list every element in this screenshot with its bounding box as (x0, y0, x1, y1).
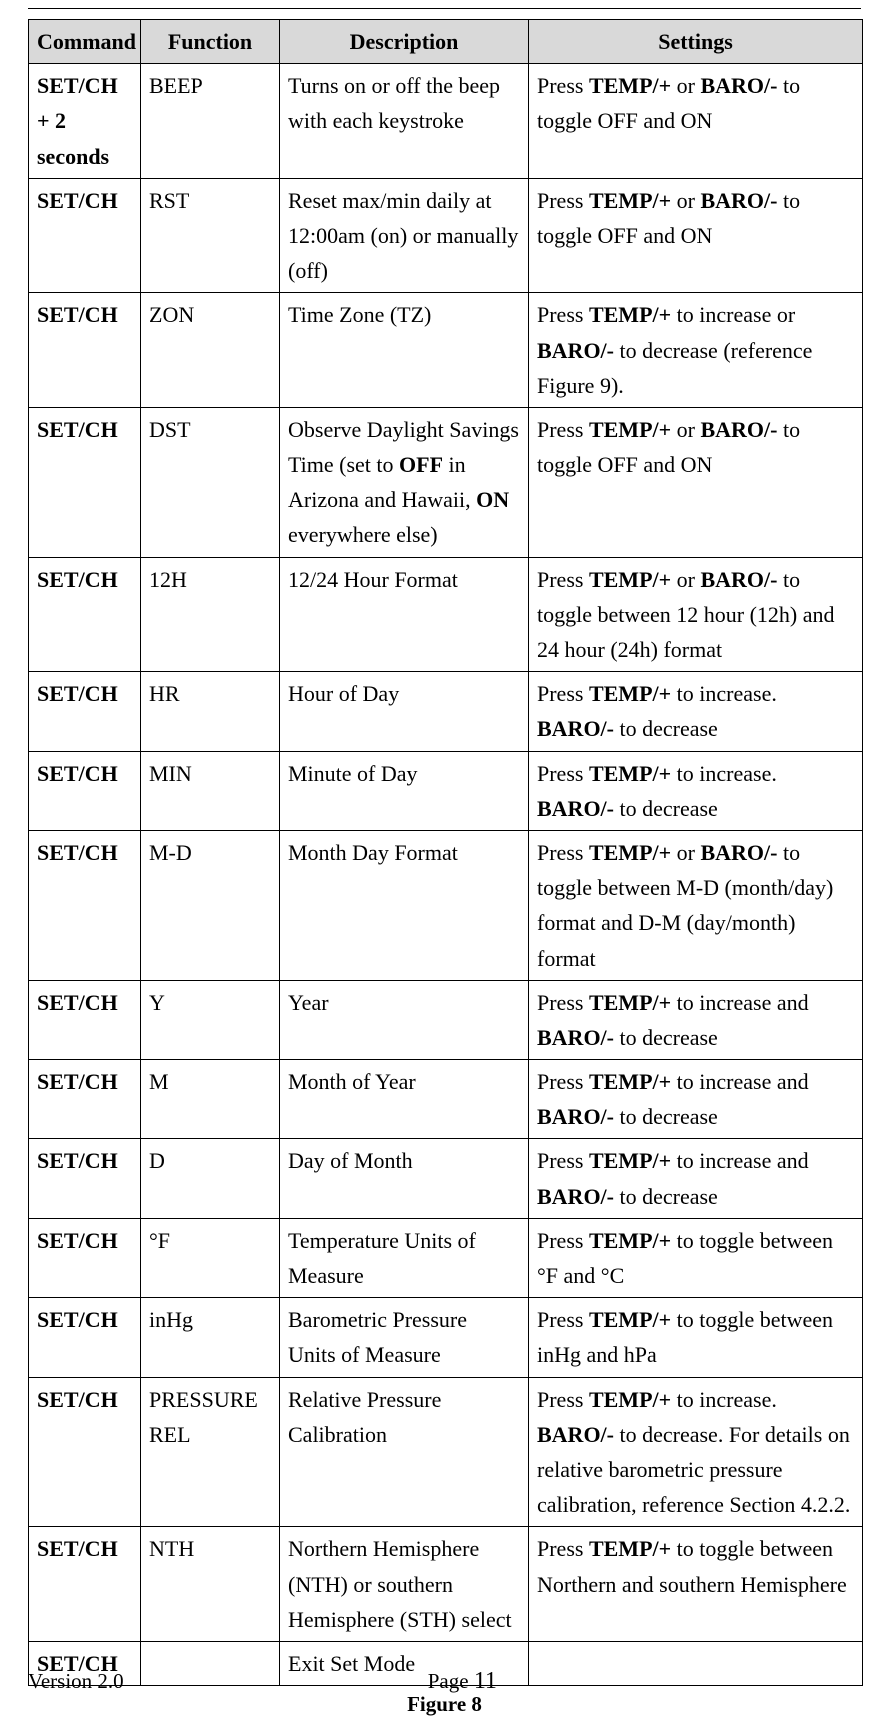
cell-function: HR (141, 672, 280, 751)
cell-function: D (141, 1139, 280, 1218)
cell-settings: Press TEMP/+ or BARO/- to toggle OFF and… (529, 64, 863, 179)
figure-caption: Figure 8 (28, 1692, 861, 1717)
cell-description: Observe Daylight Savings Time (set to OF… (280, 407, 529, 557)
cell-function: DST (141, 407, 280, 557)
cell-command: SET/CH (29, 751, 141, 830)
cell-command: SET/CH (29, 557, 141, 672)
table-row: SET/CHHRHour of DayPress TEMP/+ to incre… (29, 672, 863, 751)
cell-command: SET/CH (29, 1218, 141, 1297)
cell-settings: Press TEMP/+ or BARO/- to toggle between… (529, 557, 863, 672)
cell-description: Northern Hemisphere (NTH) or southern He… (280, 1527, 529, 1642)
cell-description: Temperature Units of Measure (280, 1218, 529, 1297)
cell-function: M-D (141, 830, 280, 980)
cell-settings: Press TEMP/+ to increase. BARO/- to decr… (529, 751, 863, 830)
footer-page: Page 11 (64, 1668, 861, 1695)
cell-command: SET/CH (29, 1527, 141, 1642)
table-row: SET/CHNTHNorthern Hemisphere (NTH) or so… (29, 1527, 863, 1642)
cell-description: Relative Pressure Calibration (280, 1377, 529, 1527)
cell-settings: Press TEMP/+ to increase and BARO/- to d… (529, 1060, 863, 1139)
settings-table: Command Function Description Settings SE… (28, 19, 863, 1686)
cell-command: SET/CH + 2 seconds (29, 64, 141, 179)
cell-description: Hour of Day (280, 672, 529, 751)
cell-function: ZON (141, 293, 280, 408)
cell-settings: Press TEMP/+ to toggle between inHg and … (529, 1298, 863, 1377)
page-footer: Version 2.0 Page 11 (28, 1668, 861, 1695)
cell-function: PRESSURE REL (141, 1377, 280, 1527)
cell-settings: Press TEMP/+ to toggle between °F and °C (529, 1218, 863, 1297)
cell-command: SET/CH (29, 178, 141, 293)
footer-page-number: 11 (474, 1668, 497, 1694)
cell-command: SET/CH (29, 830, 141, 980)
cell-command: SET/CH (29, 672, 141, 751)
top-horizontal-rule (28, 8, 861, 9)
cell-settings: Press TEMP/+ to increase and BARO/- to d… (529, 1139, 863, 1218)
cell-description: Day of Month (280, 1139, 529, 1218)
table-row: SET/CHM-DMonth Day FormatPress TEMP/+ or… (29, 830, 863, 980)
cell-function: NTH (141, 1527, 280, 1642)
cell-settings: Press TEMP/+ to increase. BARO/- to decr… (529, 672, 863, 751)
table-row: SET/CH°FTemperature Units of MeasurePres… (29, 1218, 863, 1297)
table-row: SET/CHYYearPress TEMP/+ to increase and … (29, 980, 863, 1059)
header-function: Function (141, 20, 280, 64)
cell-description: Month of Year (280, 1060, 529, 1139)
cell-command: SET/CH (29, 1060, 141, 1139)
cell-function: Y (141, 980, 280, 1059)
cell-function: MIN (141, 751, 280, 830)
table-row: SET/CHinHgBarometric Pressure Units of M… (29, 1298, 863, 1377)
cell-function: RST (141, 178, 280, 293)
table-row: SET/CHDDay of MonthPress TEMP/+ to incre… (29, 1139, 863, 1218)
cell-settings: Press TEMP/+ or BARO/- to toggle between… (529, 830, 863, 980)
cell-description: Time Zone (TZ) (280, 293, 529, 408)
cell-description: Minute of Day (280, 751, 529, 830)
table-row: SET/CHDSTObserve Daylight Savings Time (… (29, 407, 863, 557)
table-row: SET/CHZONTime Zone (TZ)Press TEMP/+ to i… (29, 293, 863, 408)
cell-settings: Press TEMP/+ to toggle between Northern … (529, 1527, 863, 1642)
cell-settings: Press TEMP/+ or BARO/- to toggle OFF and… (529, 178, 863, 293)
header-description: Description (280, 20, 529, 64)
table-row: SET/CH + 2 secondsBEEPTurns on or off th… (29, 64, 863, 179)
cell-settings: Press TEMP/+ or BARO/- to toggle OFF and… (529, 407, 863, 557)
cell-description: Turns on or off the beep with each keyst… (280, 64, 529, 179)
header-settings: Settings (529, 20, 863, 64)
cell-function: inHg (141, 1298, 280, 1377)
cell-command: SET/CH (29, 293, 141, 408)
cell-description: Month Day Format (280, 830, 529, 980)
cell-command: SET/CH (29, 980, 141, 1059)
cell-settings: Press TEMP/+ to increase or BARO/- to de… (529, 293, 863, 408)
cell-function: M (141, 1060, 280, 1139)
cell-function: 12H (141, 557, 280, 672)
table-row: SET/CHMMonth of YearPress TEMP/+ to incr… (29, 1060, 863, 1139)
cell-command: SET/CH (29, 1298, 141, 1377)
cell-function: BEEP (141, 64, 280, 179)
cell-command: SET/CH (29, 1377, 141, 1527)
table-row: SET/CH12H12/24 Hour FormatPress TEMP/+ o… (29, 557, 863, 672)
cell-settings: Press TEMP/+ to increase and BARO/- to d… (529, 980, 863, 1059)
cell-description: Year (280, 980, 529, 1059)
header-command: Command (29, 20, 141, 64)
footer-page-label: Page (428, 1669, 474, 1693)
cell-settings: Press TEMP/+ to increase. BARO/- to decr… (529, 1377, 863, 1527)
cell-function: °F (141, 1218, 280, 1297)
table-row: SET/CHMINMinute of DayPress TEMP/+ to in… (29, 751, 863, 830)
cell-command: SET/CH (29, 1139, 141, 1218)
cell-command: SET/CH (29, 407, 141, 557)
cell-description: 12/24 Hour Format (280, 557, 529, 672)
table-row: SET/CHRSTReset max/min daily at 12:00am … (29, 178, 863, 293)
cell-description: Barometric Pressure Units of Measure (280, 1298, 529, 1377)
cell-description: Reset max/min daily at 12:00am (on) or m… (280, 178, 529, 293)
table-header-row: Command Function Description Settings (29, 20, 863, 64)
table-row: SET/CHPRESSURE RELRelative Pressure Cali… (29, 1377, 863, 1527)
